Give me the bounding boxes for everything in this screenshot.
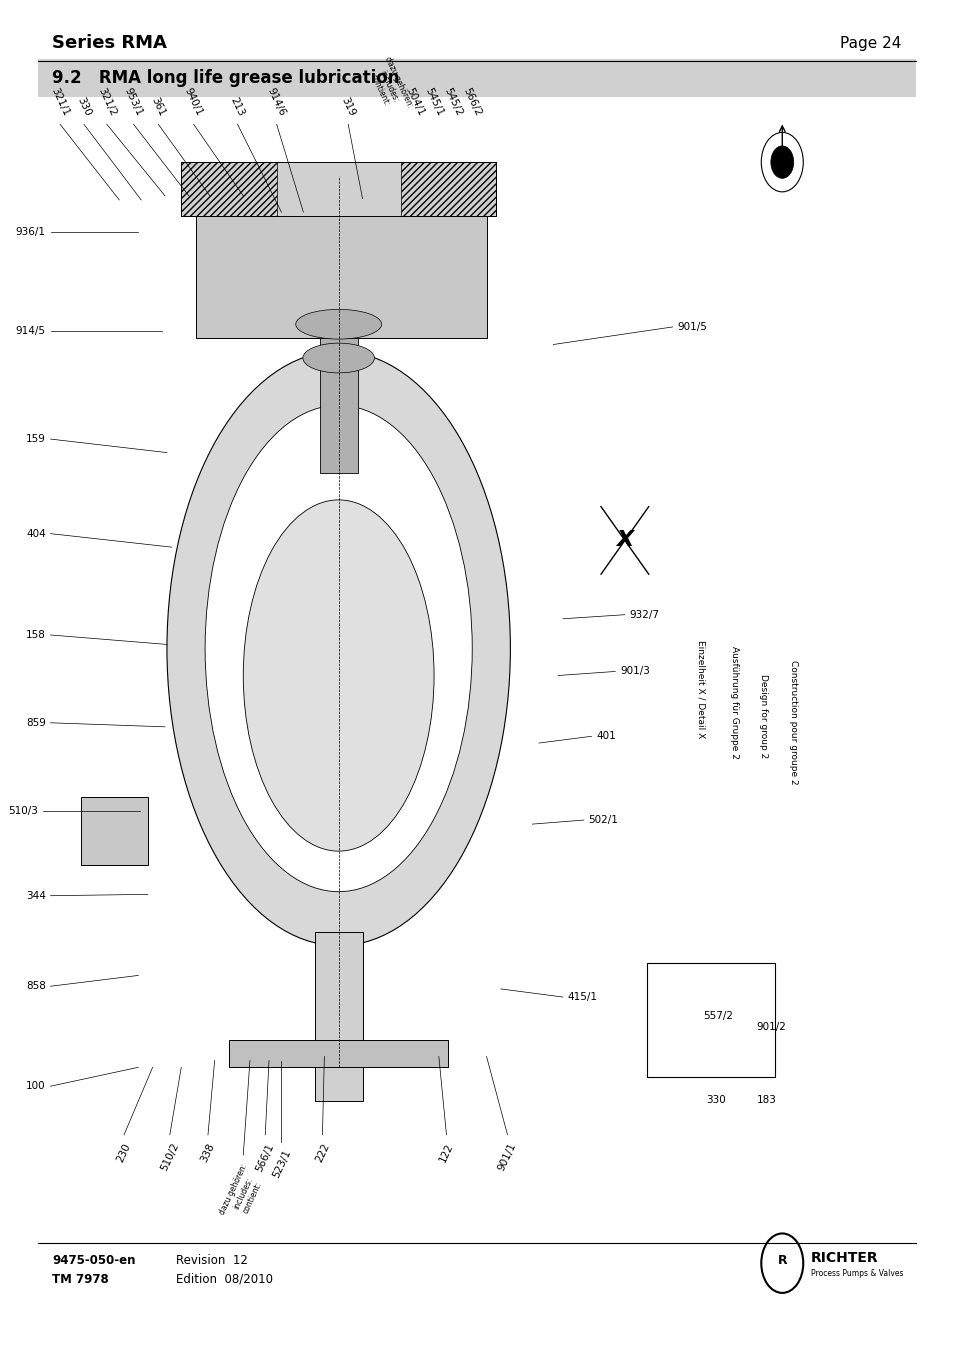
Text: X: X: [616, 531, 633, 550]
Text: 901/3: 901/3: [619, 666, 649, 677]
Text: Einzelheit X / Detail X: Einzelheit X / Detail X: [696, 640, 705, 738]
Text: 404: 404: [26, 528, 46, 539]
Polygon shape: [181, 162, 496, 243]
Text: Revision  12: Revision 12: [176, 1254, 248, 1267]
Text: 523/1: 523/1: [271, 1148, 292, 1179]
Text: 321/2: 321/2: [96, 86, 117, 118]
Text: 914/5: 914/5: [16, 326, 46, 336]
Text: 361: 361: [150, 96, 167, 118]
Text: RICHTER: RICHTER: [810, 1251, 878, 1265]
Text: 213: 213: [229, 96, 246, 118]
Circle shape: [770, 146, 793, 178]
FancyBboxPatch shape: [646, 963, 774, 1077]
Ellipse shape: [295, 309, 381, 339]
Ellipse shape: [205, 405, 472, 892]
Text: 222: 222: [314, 1142, 331, 1163]
Text: 9475-050-en: 9475-050-en: [52, 1254, 136, 1267]
Text: 901/2: 901/2: [756, 1021, 785, 1032]
Text: 914/6: 914/6: [266, 86, 287, 118]
Text: Edition  08/2010: Edition 08/2010: [176, 1273, 274, 1286]
Text: 940/1: 940/1: [183, 86, 204, 118]
Text: 504/1: 504/1: [404, 86, 425, 118]
Text: 9.2   RMA long life grease lubrication: 9.2 RMA long life grease lubrication: [52, 69, 399, 88]
Text: 330: 330: [75, 96, 92, 118]
Polygon shape: [81, 797, 148, 865]
Text: 858: 858: [26, 981, 46, 992]
Text: Page 24: Page 24: [840, 35, 901, 51]
Text: 344: 344: [26, 890, 46, 901]
Text: Design for group 2: Design for group 2: [758, 674, 767, 758]
Text: 545/2: 545/2: [442, 86, 463, 118]
Text: 901/1: 901/1: [497, 1142, 517, 1173]
FancyBboxPatch shape: [195, 216, 486, 338]
Text: 566/2: 566/2: [461, 86, 482, 118]
Text: 936/1: 936/1: [16, 227, 46, 238]
Ellipse shape: [167, 351, 510, 946]
Text: 319: 319: [339, 96, 356, 118]
Text: 321/1: 321/1: [50, 86, 71, 118]
Text: 859: 859: [26, 717, 46, 728]
Text: 502/1: 502/1: [588, 815, 618, 825]
Text: 510/3: 510/3: [9, 805, 38, 816]
FancyBboxPatch shape: [38, 59, 915, 97]
Text: 415/1: 415/1: [567, 992, 597, 1002]
Polygon shape: [229, 1040, 448, 1067]
Text: 510/2: 510/2: [159, 1142, 180, 1173]
Text: 566/1: 566/1: [254, 1142, 275, 1173]
Text: TM 7978: TM 7978: [52, 1273, 109, 1286]
Text: 953/1: 953/1: [123, 86, 144, 118]
Text: 338: 338: [199, 1142, 216, 1163]
Text: Series RMA: Series RMA: [52, 34, 167, 53]
Text: 230: 230: [115, 1142, 132, 1163]
Polygon shape: [319, 338, 357, 473]
Text: 932/7: 932/7: [629, 609, 659, 620]
Text: 158: 158: [26, 630, 46, 640]
Polygon shape: [314, 932, 362, 1101]
Text: Construction pour groupe 2: Construction pour groupe 2: [788, 661, 798, 785]
Text: dazu gehören:
includes:
contient:: dazu gehören: includes: contient:: [218, 1162, 268, 1224]
Text: R: R: [777, 1254, 786, 1267]
Text: Process Pumps & Valves: Process Pumps & Valves: [810, 1270, 902, 1278]
Text: 401: 401: [596, 731, 616, 742]
Text: 330: 330: [705, 1094, 725, 1105]
Ellipse shape: [243, 500, 434, 851]
Ellipse shape: [303, 343, 374, 373]
Text: 557/2: 557/2: [702, 1011, 732, 1021]
Text: 901/5: 901/5: [677, 322, 706, 332]
Text: 100: 100: [26, 1081, 46, 1092]
Text: Ausführung für Gruppe 2: Ausführung für Gruppe 2: [729, 646, 739, 759]
Text: 183: 183: [756, 1094, 776, 1105]
Text: dazu gehören:
includes:
contient:: dazu gehören: includes: contient:: [364, 55, 414, 118]
Text: 122: 122: [437, 1142, 455, 1163]
Text: 159: 159: [26, 434, 46, 444]
Text: 545/1: 545/1: [423, 86, 444, 118]
